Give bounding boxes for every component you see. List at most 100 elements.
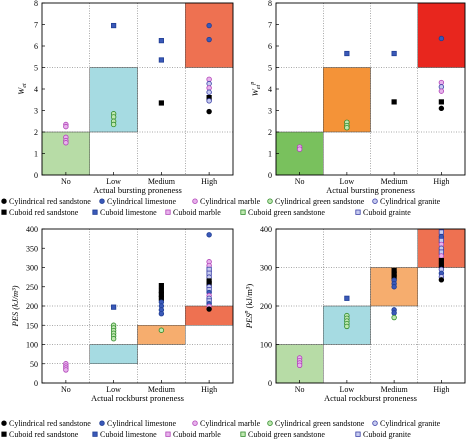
legend-label: Cylindrical granite: [380, 197, 441, 206]
y-tick-label: 0: [34, 379, 38, 388]
legend-marker: [355, 431, 361, 437]
legend-label: Cylindrical limestone: [107, 197, 177, 206]
y-tick-label: 200: [260, 302, 272, 311]
y-tick-label: 1: [268, 150, 272, 159]
legend-label: Cylindrical marble: [200, 197, 261, 206]
legend-label: Cuboid marble: [173, 208, 221, 217]
data-point: [391, 284, 397, 290]
legend-marker: [92, 209, 98, 215]
x-tick-label: Low: [106, 177, 121, 186]
x-axis-title: Actual rockburst proneness: [324, 393, 417, 403]
legend-label: Cuboid red sandstone: [9, 208, 79, 217]
data-point: [438, 277, 445, 283]
legend-marker: [1, 198, 7, 204]
x-tick-label: No: [61, 177, 71, 186]
legend-label: Cylindrical marble: [200, 419, 261, 428]
legend-marker: [99, 198, 105, 204]
data-point: [206, 108, 212, 115]
data-point: [63, 140, 69, 146]
y-tick-label: 4: [268, 85, 272, 94]
zone-no: [275, 131, 324, 176]
x-tick-label: Low: [340, 177, 355, 186]
legend-marker: [92, 431, 98, 437]
y-tick-label: 250: [26, 283, 38, 292]
legend-label: Cuboid green sandstone: [248, 430, 325, 439]
y-tick-label: 0: [268, 379, 272, 388]
y-tick-label: 5: [268, 64, 272, 73]
data-point: [391, 99, 397, 105]
legend-label: Cuboid green sandstone: [248, 208, 325, 217]
legend-label: Cuboid limestone: [100, 430, 157, 439]
x-tick-label: Medium: [381, 385, 409, 394]
panel-top-right: 0 1 2 3 4 5 6 7 8 No Low Medium High Actual bursting …: [250, 0, 466, 195]
data-point: [206, 36, 212, 43]
y-axis-title-text: Wet: [16, 83, 28, 95]
y-axis-title-text: PESp (kJ/m³): [244, 284, 254, 330]
legend-top-row-1: Cylindrical red sandstone Cylindrical lim…: [1, 197, 441, 206]
y-tick-label: 200: [26, 302, 38, 311]
x-tick-label: High: [201, 385, 217, 394]
data-point: [110, 121, 117, 128]
y-tick-label: 6: [268, 42, 272, 51]
legend-label: Cuboid red sandstone: [9, 430, 79, 439]
legend-label: Cylindrical green sandstone: [275, 197, 365, 206]
legend-label: Cuboid limestone: [100, 208, 157, 217]
x-tick-label: High: [433, 385, 449, 394]
zone-low: [89, 344, 138, 364]
data-point: [111, 304, 117, 310]
y-tick-label: 2: [268, 128, 272, 137]
data-point: [206, 232, 212, 238]
legend-bottom-row-2: Cuboid red sandstone Cuboid limestone Cubo…: [1, 430, 411, 439]
y-axis-title: PESp (kJ/m³): [244, 284, 254, 330]
data-point: [206, 98, 212, 104]
legend-marker: [1, 209, 7, 215]
y-tick-label: 150: [26, 321, 38, 330]
data-point: [344, 323, 350, 330]
data-point: [158, 100, 164, 106]
data-point: [158, 282, 164, 289]
legend-label: Cylindrical red sandstone: [9, 197, 91, 206]
data-point: [206, 306, 212, 312]
data-point: [344, 295, 350, 301]
data-point: [438, 229, 444, 235]
y-tick-label: 3: [268, 107, 272, 116]
y-tick-label: 3: [34, 107, 38, 116]
data-point: [206, 89, 212, 95]
y-tick-label: 7: [34, 21, 38, 30]
legend-marker: [1, 420, 7, 426]
legend-marker: [192, 198, 198, 204]
data-point: [438, 35, 445, 42]
legend-label: Cylindrical limestone: [107, 419, 177, 428]
x-tick-label: Low: [340, 385, 355, 394]
legend-bottom-row-1: Cylindrical red sandstone Cylindrical lim…: [1, 419, 441, 428]
data-point: [158, 327, 165, 333]
panel-bottom-right: 0 100 200 300 400 No Low Medium High Actual rockb…: [244, 225, 466, 403]
y-axis-title: PES (kJ/m³): [10, 285, 20, 327]
legend-marker: [355, 209, 361, 215]
data-point: [391, 310, 397, 316]
legend-marker: [372, 420, 378, 426]
legend-top-row-2: Cuboid red sandstone Cuboid limestone Cubo…: [1, 208, 411, 217]
x-tick-label: Medium: [381, 177, 409, 186]
x-tick-label: No: [295, 177, 305, 186]
legend-marker: [267, 420, 273, 426]
y-tick-label: 350: [26, 244, 38, 253]
data-point: [206, 22, 212, 29]
panel-top-left: 0 1 2 3 4 5 6 7 8 No Low Medium High Actual bursting …: [16, 0, 234, 195]
data-point: [391, 314, 397, 321]
data-point: [438, 253, 445, 259]
x-tick-label: Medium: [148, 177, 176, 186]
y-tick-label: 8: [268, 0, 272, 8]
zone-no: [275, 344, 324, 384]
y-tick-label: 300: [26, 264, 38, 273]
y-tick-label: 100: [26, 341, 38, 350]
data-point: [158, 57, 164, 63]
x-axis-title: Actual bursting proneness: [93, 185, 182, 195]
legend-label: Cuboid marble: [173, 430, 221, 439]
x-tick-label: High: [433, 177, 449, 186]
y-tick-label: 5: [34, 64, 38, 73]
panel-bottom-left: 0 50 100 150 200 250 300 350 400 No Low Medium High A…: [10, 225, 234, 403]
x-axis-title: Actual bursting proneness: [326, 185, 415, 195]
data-point: [111, 22, 117, 29]
x-tick-label: Medium: [148, 385, 176, 394]
